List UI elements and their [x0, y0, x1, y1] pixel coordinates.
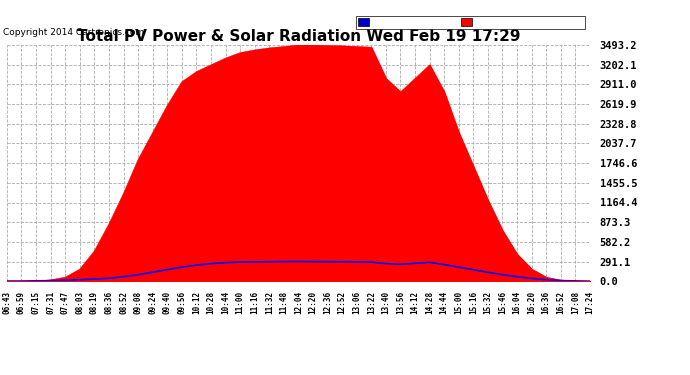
- Text: Copyright 2014 Cartronics.com: Copyright 2014 Cartronics.com: [3, 28, 145, 37]
- Title: Total PV Power & Solar Radiation Wed Feb 19 17:29: Total PV Power & Solar Radiation Wed Feb…: [77, 29, 520, 44]
- Legend: Radiation (w/m2), PV Panels (DC Watts): Radiation (w/m2), PV Panels (DC Watts): [356, 16, 585, 29]
